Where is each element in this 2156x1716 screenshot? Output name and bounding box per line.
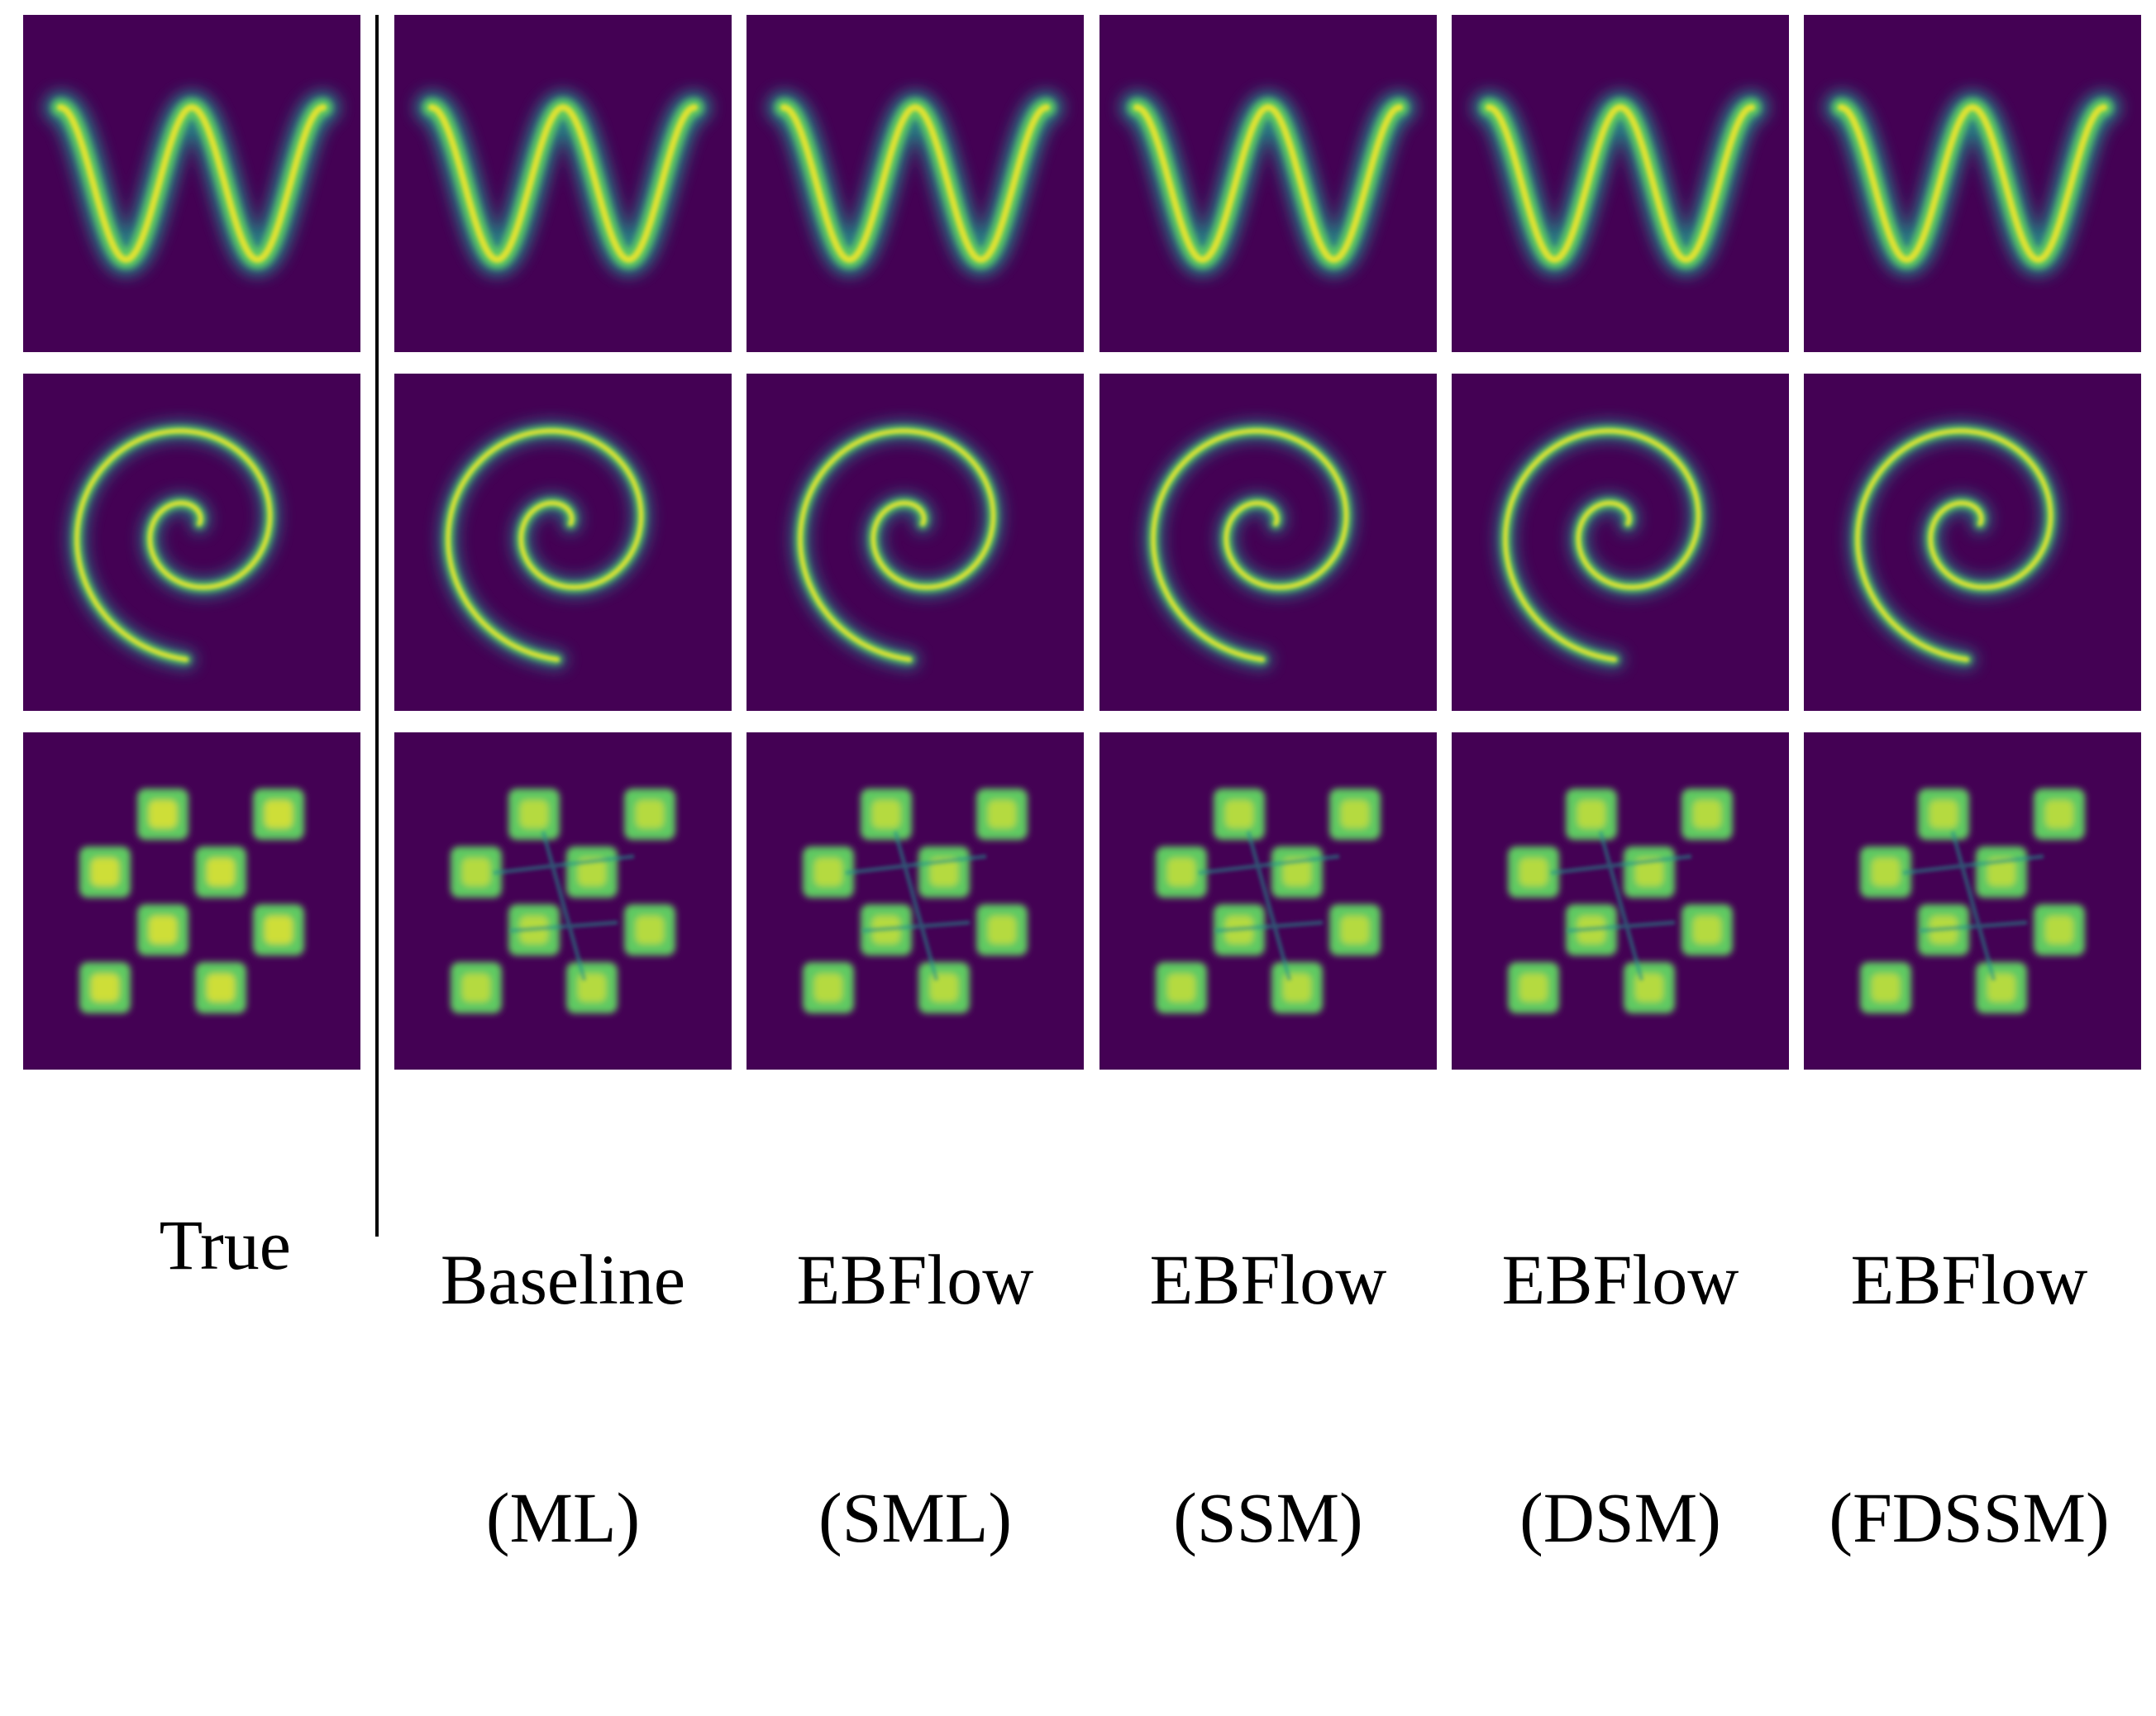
panel-checkerboard-ebflow-sml bbox=[746, 732, 1084, 1070]
label-baseline-line2: (ML) bbox=[485, 1478, 641, 1557]
label-ebflow-fdssm: EBFlow (FDSSM) bbox=[1796, 1081, 2143, 1716]
density-plot-checkerboard-ebflow-dsm bbox=[1452, 732, 1789, 1070]
label-ebflow-ssm: EBFlow (SSM) bbox=[1099, 1081, 1437, 1716]
density-plot-swirl-true bbox=[23, 374, 360, 711]
panel-swirl-ebflow-sml bbox=[746, 374, 1084, 711]
label-sml-line1: EBFlow bbox=[796, 1240, 1034, 1319]
density-plot-checkerboard-ebflow-sml bbox=[746, 732, 1084, 1070]
density-plot-sine-ebflow-fdssm bbox=[1804, 15, 2141, 352]
panel-checkerboard-baseline-ml bbox=[394, 732, 732, 1070]
density-plot-swirl-baseline-ml bbox=[394, 374, 732, 711]
panel-sine-ebflow-ssm bbox=[1099, 15, 1437, 352]
panel-checkerboard-ebflow-ssm bbox=[1099, 732, 1437, 1070]
panel-sine-ebflow-fdssm bbox=[1804, 15, 2141, 352]
density-plot-checkerboard-ebflow-fdssm bbox=[1804, 732, 2141, 1070]
panel-sine-true bbox=[23, 15, 360, 352]
density-plot-checkerboard-baseline-ml bbox=[394, 732, 732, 1070]
density-plot-sine-baseline-ml bbox=[394, 15, 732, 352]
label-ebflow-sml: EBFlow (SML) bbox=[746, 1081, 1084, 1716]
density-plot-swirl-ebflow-ssm bbox=[1099, 374, 1437, 711]
panel-checkerboard-ebflow-fdssm bbox=[1804, 732, 2141, 1070]
label-baseline-line1: Baseline bbox=[440, 1240, 686, 1319]
panel-swirl-ebflow-ssm bbox=[1099, 374, 1437, 711]
density-plot-swirl-ebflow-sml bbox=[746, 374, 1084, 711]
label-fdssm-line1: EBFlow bbox=[1850, 1240, 2088, 1319]
panel-sine-ebflow-sml bbox=[746, 15, 1084, 352]
label-ebflow-dsm: EBFlow (DSM) bbox=[1452, 1081, 1789, 1716]
panel-swirl-ebflow-dsm bbox=[1452, 374, 1789, 711]
density-plot-swirl-ebflow-dsm bbox=[1452, 374, 1789, 711]
density-plot-sine-ebflow-ssm bbox=[1099, 15, 1437, 352]
label-ssm-line1: EBFlow bbox=[1149, 1240, 1387, 1319]
panel-checkerboard-true bbox=[23, 732, 360, 1070]
label-ssm-line2: (SSM) bbox=[1173, 1478, 1363, 1557]
column-divider bbox=[375, 15, 379, 1237]
panel-sine-ebflow-dsm bbox=[1452, 15, 1789, 352]
label-fdssm-line2: (FDSSM) bbox=[1829, 1478, 2110, 1557]
density-plot-checkerboard-ebflow-ssm bbox=[1099, 732, 1437, 1070]
label-dsm-line2: (DSM) bbox=[1519, 1478, 1721, 1557]
panel-swirl-baseline-ml bbox=[394, 374, 732, 711]
label-baseline-ml: Baseline (ML) bbox=[394, 1081, 732, 1716]
density-plot-sine-ebflow-dsm bbox=[1452, 15, 1789, 352]
label-sml-line2: (SML) bbox=[818, 1478, 1013, 1557]
density-plot-sine-ebflow-sml bbox=[746, 15, 1084, 352]
label-true-line1: True bbox=[159, 1205, 291, 1285]
density-plot-sine-true bbox=[23, 15, 360, 352]
label-true: True bbox=[23, 1126, 357, 1364]
density-plot-checkerboard-true bbox=[23, 732, 360, 1070]
panel-sine-baseline-ml bbox=[394, 15, 732, 352]
panel-swirl-true bbox=[23, 374, 360, 711]
label-dsm-line1: EBFlow bbox=[1501, 1240, 1739, 1319]
panel-swirl-ebflow-fdssm bbox=[1804, 374, 2141, 711]
density-plot-swirl-ebflow-fdssm bbox=[1804, 374, 2141, 711]
panel-checkerboard-ebflow-dsm bbox=[1452, 732, 1789, 1070]
density-comparison-figure: True Baseline (ML) EBFlow (SML) EBFlow (… bbox=[23, 15, 2141, 1557]
